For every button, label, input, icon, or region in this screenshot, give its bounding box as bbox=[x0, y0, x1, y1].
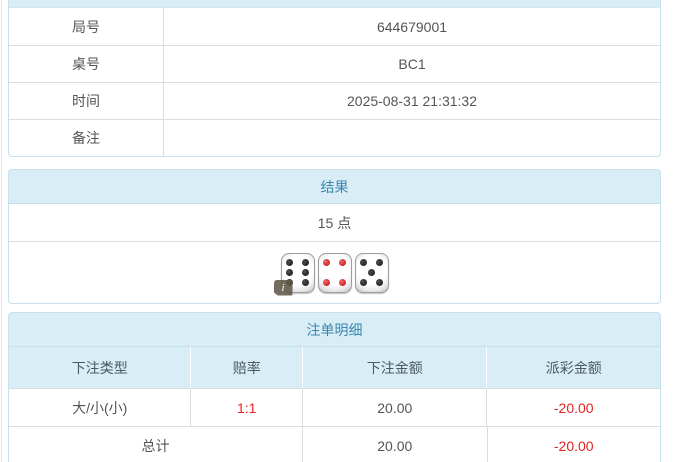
die-pip bbox=[360, 279, 367, 286]
die-4 bbox=[317, 252, 352, 293]
bets-table-header: 下注类型 赔率 下注金额 派彩金额 bbox=[9, 347, 660, 388]
page-edge-line bbox=[1, 0, 2, 462]
die-pip bbox=[376, 279, 383, 286]
total-bet-amount-cell: 20.00 bbox=[302, 427, 486, 462]
col-bet-amount: 下注金额 bbox=[302, 347, 486, 388]
bet-details-title: 注单明细 bbox=[9, 313, 660, 347]
result-panel: 结果 15 点 i bbox=[8, 169, 661, 304]
col-payout-amount: 派彩金额 bbox=[486, 347, 659, 388]
bet-details-panel: 注单明细 下注类型 赔率 下注金额 派彩金额 大/小(小) 1:1 20.00 … bbox=[8, 312, 661, 462]
result-points: 15 点 bbox=[9, 204, 660, 242]
table-id-label: 桌号 bbox=[9, 46, 164, 82]
info-row-round-id: 局号 644679001 bbox=[9, 8, 660, 45]
time-label: 时间 bbox=[9, 83, 164, 119]
info-icon[interactable]: i bbox=[273, 279, 293, 296]
time-value: 2025-08-31 21:31:32 bbox=[347, 93, 477, 109]
game-info-panel-header-strip bbox=[9, 0, 660, 8]
die-pip bbox=[302, 259, 309, 266]
bet-amount-cell: 20.00 bbox=[302, 389, 486, 426]
col-odds: 赔率 bbox=[190, 347, 302, 388]
table-id-value: BC1 bbox=[398, 56, 426, 72]
bet-odds-cell: 1:1 bbox=[190, 389, 302, 426]
round-id-label: 局号 bbox=[9, 8, 164, 45]
die-pip bbox=[360, 259, 367, 266]
info-row-time: 时间 2025-08-31 21:31:32 bbox=[9, 82, 660, 119]
info-row-remark: 备注 bbox=[9, 119, 660, 156]
bet-type-cell: 大/小(小) bbox=[72, 399, 128, 416]
die-6: i bbox=[273, 252, 315, 296]
round-id-value: 644679001 bbox=[376, 18, 448, 35]
die-pip bbox=[376, 259, 383, 266]
die-pip bbox=[323, 259, 330, 266]
die-5 bbox=[354, 252, 389, 293]
die-pip bbox=[323, 279, 330, 286]
die-pip bbox=[339, 279, 346, 286]
bet-row: 大/小(小) 1:1 20.00 -20.00 bbox=[9, 388, 660, 426]
bet-payout-cell: -20.00 bbox=[486, 389, 659, 426]
die-pip bbox=[286, 269, 293, 276]
total-payout-cell: -20.00 bbox=[486, 427, 660, 462]
die-pip bbox=[286, 259, 293, 266]
die-pip bbox=[302, 279, 309, 286]
game-info-panel: 局号 644679001 桌号 BC1 时间 2025-08-31 21:31:… bbox=[8, 0, 661, 157]
dice-row: i bbox=[9, 242, 660, 303]
die-pip bbox=[302, 269, 309, 276]
col-bet-type: 下注类型 bbox=[71, 359, 128, 376]
die-pip bbox=[368, 269, 375, 276]
remark-label: 备注 bbox=[9, 120, 164, 156]
info-row-table-id: 桌号 BC1 bbox=[9, 45, 660, 82]
result-panel-title: 结果 bbox=[9, 170, 660, 204]
total-label-cell: 总计 bbox=[141, 437, 170, 454]
total-row: 总计 20.00 -20.00 bbox=[9, 426, 660, 462]
die-pip bbox=[339, 259, 346, 266]
remark-value bbox=[164, 120, 660, 156]
